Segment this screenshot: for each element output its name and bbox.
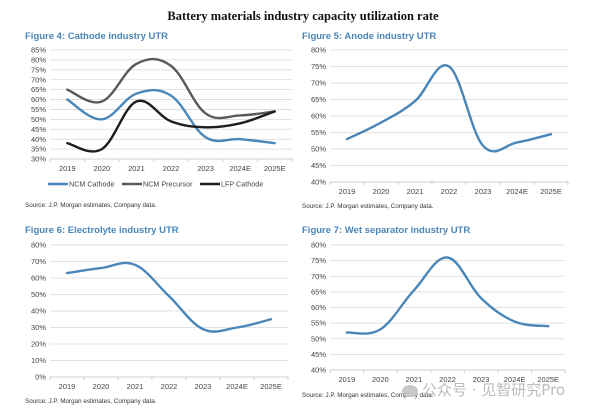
- series-line-anode: [345, 64, 553, 153]
- y-tick-label: 80%: [311, 46, 326, 55]
- y-tick-label: 70%: [31, 75, 46, 84]
- x-tick-label: 2021: [127, 382, 144, 391]
- x-tick-label: 2020: [94, 164, 111, 173]
- y-tick-label: 85%: [31, 46, 46, 55]
- y-tick-label: 45%: [31, 125, 46, 134]
- series-line-wet-separator: [345, 256, 550, 335]
- x-tick-label: 2025E: [260, 382, 282, 391]
- x-tick-label: 2025E: [540, 187, 562, 196]
- y-tick-label: 50%: [311, 145, 326, 154]
- chart-title: Figure 5: Anode industry UTR: [302, 31, 437, 42]
- y-tick-label: 40%: [311, 178, 326, 187]
- chart-source: Source: J.P. Morgan estimates, Company d…: [25, 202, 157, 209]
- x-tick-label: 2022: [161, 382, 178, 391]
- y-tick-label: 65%: [31, 85, 46, 94]
- y-tick-label: 75%: [31, 65, 46, 74]
- x-tick-label: 2022: [439, 375, 456, 384]
- x-tick-label: 2022: [163, 164, 180, 173]
- y-tick-label: 30%: [31, 155, 46, 164]
- x-tick-label: 2023: [195, 382, 212, 391]
- y-tick-label: 35%: [31, 145, 46, 154]
- y-tick-label: 75%: [311, 62, 326, 71]
- watermark: 公众号 · 见智研究Pro: [402, 379, 565, 400]
- y-tick-label: 65%: [311, 287, 326, 296]
- x-tick-label: 2021: [128, 164, 145, 173]
- y-tick-label: 60%: [311, 112, 326, 121]
- chart-source: Source: J.P. Morgan estimates, Company d…: [302, 392, 434, 399]
- x-tick-label: 2019: [338, 375, 355, 384]
- chart-title: Figure 4: Cathode industry UTR: [25, 31, 169, 42]
- y-tick-label: 45%: [311, 161, 326, 170]
- x-tick-label: 2020: [373, 187, 390, 196]
- y-tick-label: 20%: [31, 340, 46, 349]
- x-tick-label: 2023: [197, 164, 214, 173]
- y-tick-label: 55%: [311, 319, 326, 328]
- chart-title: Figure 6: Electrolyte industry UTR: [25, 225, 179, 236]
- y-tick-label: 40%: [311, 366, 326, 375]
- x-tick-label: 2023: [475, 187, 492, 196]
- y-tick-label: 55%: [311, 128, 326, 137]
- legend-label: NCM Cathode: [69, 180, 115, 189]
- x-tick-label: 2024E: [504, 375, 526, 384]
- y-tick-label: 45%: [311, 350, 326, 359]
- y-tick-label: 70%: [311, 272, 326, 281]
- y-tick-label: 30%: [31, 323, 46, 332]
- x-tick-label: 2021: [406, 375, 423, 384]
- x-tick-label: 2019: [59, 164, 76, 173]
- y-tick-label: 65%: [311, 95, 326, 104]
- chart-source: Source: J.P. Morgan estimates, Company d…: [25, 398, 157, 405]
- x-tick-label: 2024E: [506, 187, 528, 196]
- y-tick-label: 80%: [31, 241, 46, 250]
- y-tick-label: 60%: [311, 303, 326, 312]
- x-tick-label: 2019: [339, 187, 356, 196]
- x-tick-label: 2025E: [537, 375, 559, 384]
- y-tick-label: 40%: [31, 307, 46, 316]
- y-tick-label: 60%: [31, 95, 46, 104]
- x-tick-label: 2019: [59, 382, 76, 391]
- y-tick-label: 75%: [311, 256, 326, 265]
- x-tick-label: 2020: [93, 382, 110, 391]
- y-tick-label: 80%: [31, 56, 46, 65]
- x-tick-label: 2022: [441, 187, 458, 196]
- x-tick-label: 2021: [407, 187, 424, 196]
- x-tick-label: 2024E: [226, 382, 248, 391]
- y-tick-label: 55%: [31, 105, 46, 114]
- y-tick-label: 0%: [35, 373, 46, 382]
- y-tick-label: 70%: [31, 257, 46, 266]
- y-tick-label: 60%: [31, 274, 46, 283]
- y-tick-label: 80%: [311, 241, 326, 250]
- y-tick-label: 50%: [311, 334, 326, 343]
- y-tick-label: 10%: [31, 356, 46, 365]
- chart-source: Source: J.P. Morgan estimates, Company d…: [302, 203, 434, 210]
- chart-title: Figure 7: Wet separator industry UTR: [302, 225, 471, 236]
- page-title: Battery materials industry capacity util…: [167, 9, 439, 23]
- legend-label: NCM Precursor: [143, 180, 193, 189]
- x-tick-label: 2023: [473, 375, 490, 384]
- x-tick-label: 2024E: [229, 164, 251, 173]
- x-tick-label: 2025E: [264, 164, 286, 173]
- y-tick-label: 50%: [31, 290, 46, 299]
- x-tick-label: 2020: [372, 375, 389, 384]
- watermark-text: 公众号 · 见智研究Pro: [422, 381, 566, 399]
- y-tick-label: 40%: [31, 135, 46, 144]
- wechat-logo-icon: [402, 384, 418, 397]
- y-tick-label: 70%: [311, 79, 326, 88]
- legend-label: LFP Cathode: [221, 180, 263, 189]
- y-tick-label: 50%: [31, 115, 46, 124]
